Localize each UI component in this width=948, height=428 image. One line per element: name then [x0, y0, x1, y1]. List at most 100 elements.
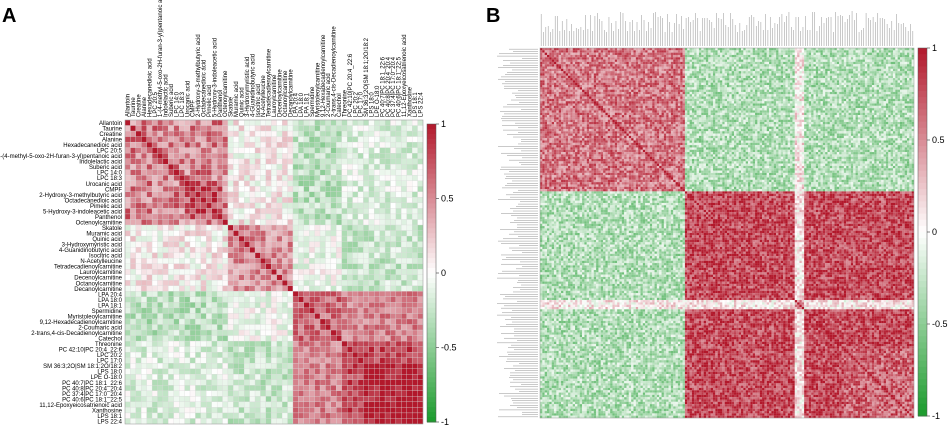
panel-b-heatmap-cell [596, 50, 599, 53]
panel-b-heatmap-cell [832, 66, 835, 69]
panel-b-heatmap-cell [614, 57, 618, 60]
panel-a-heatmap-cell [363, 346, 369, 353]
panel-b-heatmap-cell [596, 52, 599, 55]
panel-b-heatmap-cell [675, 61, 678, 65]
panel-a-heatmap-cell [162, 258, 169, 264]
panel-a-heatmap-cell [352, 141, 359, 148]
panel-a-heatmap-cell [368, 285, 375, 292]
panel-a-heatmap-cell [168, 153, 174, 159]
panel-a-heatmap-cell [260, 307, 266, 314]
panel-a-heatmap-cell [401, 175, 407, 181]
panel-a-heatmap-cell [184, 363, 191, 369]
panel-b-heatmap-cell [773, 48, 777, 51]
panel-a-heatmap-cell [325, 235, 332, 242]
panel-a-heatmap-cell [124, 164, 131, 170]
panel-a-heatmap-cell [282, 335, 288, 342]
panel-a-heatmap-cell [265, 175, 272, 181]
panel-a-heatmap-cell [384, 263, 391, 270]
panel-a-heatmap-cell [417, 407, 424, 414]
panel-a-heatmap-cell [157, 169, 164, 176]
panel-a-heatmap-cell [336, 396, 342, 403]
panel-a-heatmap-cell [395, 390, 402, 397]
panel-a-heatmap-cell [227, 258, 234, 264]
panel-a-heatmap-cell [347, 390, 353, 397]
panel-a-heatmap-cell [352, 208, 359, 215]
panel-a-heatmap-cell [368, 258, 375, 264]
panel-a-heatmap-cell [374, 130, 380, 137]
panel-a-heatmap-cell [347, 213, 353, 220]
panel-a-heatmap-cell [336, 291, 342, 298]
panel-b-heatmap-cell [771, 54, 774, 58]
panel-a-heatmap-cell [417, 247, 424, 253]
panel-a-heatmap-cell [206, 401, 212, 408]
panel-b-heatmap-cell [596, 66, 599, 69]
panel-a-heatmap-cell [216, 363, 223, 369]
panel-a-heatmap-cell [227, 169, 234, 176]
panel-a-heatmap-cell [384, 313, 391, 320]
panel-a-heatmap-cell [238, 374, 245, 380]
panel-a-heatmap-cell [417, 230, 424, 237]
panel-a-colorbar-segment [427, 332, 436, 339]
panel-b-heatmap-cell [584, 59, 587, 62]
panel-a-heatmap-cell [211, 202, 218, 209]
panel-a-heatmap-cell [319, 219, 326, 226]
panel-a-heatmap-cell [157, 202, 164, 209]
panel-a-heatmap-cell [309, 368, 315, 375]
panel-a-heatmap-cell [141, 396, 147, 403]
panel-a-heatmap-cell [130, 235, 136, 242]
panel-b-heatmap-cell [762, 64, 765, 67]
panel-a-colorbar-segment [427, 178, 436, 185]
panel-b-heatmap-cell [640, 66, 643, 69]
panel-b-heatmap-cell [642, 54, 646, 58]
panel-a-heatmap-cell [282, 401, 288, 408]
panel-b-heatmap-cell [652, 59, 655, 62]
panel-b-heatmap-cell [621, 59, 625, 62]
panel-a-heatmap-cell [287, 219, 294, 226]
panel-b-heatmap-cell [801, 50, 805, 53]
panel-a-heatmap-cell [379, 169, 386, 176]
panel-a-heatmap-cell [287, 396, 294, 403]
panel-a-heatmap-cell [130, 119, 136, 126]
panel-a-heatmap-cell [282, 412, 288, 419]
panel-a-heatmap-cell [319, 296, 326, 303]
panel-a-heatmap-cell [179, 379, 185, 386]
panel-a-heatmap-cell [157, 390, 164, 397]
panel-a-heatmap-cell [265, 363, 272, 369]
panel-a-heatmap-cell [162, 280, 169, 286]
panel-a-heatmap-cell [135, 329, 142, 336]
panel-b-heatmap-cell [596, 59, 599, 62]
panel-b-heatmap-cell [605, 59, 608, 62]
panel-b-heatmap-cell [540, 66, 543, 69]
panel-a-heatmap-cell [347, 407, 353, 414]
panel-a-heatmap-cell [233, 158, 239, 165]
panel-a-heatmap-cell [390, 407, 397, 414]
panel-a-heatmap-cell [282, 158, 288, 165]
panel-b-heatmap-cell [717, 57, 721, 60]
panel-b-heatmap-cell [731, 61, 735, 65]
panel-a-heatmap-cell [298, 125, 304, 132]
panel-a-heatmap-cell [130, 412, 136, 419]
panel-a-heatmap-cell [271, 252, 277, 259]
panel-a-heatmap-cell [173, 235, 180, 242]
panel-a-heatmap-cell [195, 235, 201, 242]
panel-a-heatmap-cell [179, 357, 185, 364]
panel-a-heatmap-cell [298, 153, 304, 159]
panel-a-column-label: Quinic acid [239, 87, 245, 117]
panel-a-heatmap-cell [254, 197, 261, 204]
panel-b-heatmap-cell [794, 52, 798, 55]
panel-b-heatmap-cell [853, 54, 856, 58]
panel-a-heatmap-cell [347, 335, 353, 342]
panel-a-heatmap-cell [384, 169, 391, 176]
panel-a-heatmap-cell [135, 318, 142, 325]
panel-a-label: A [2, 5, 16, 27]
panel-a-heatmap-cell [206, 390, 212, 397]
panel-b-heatmap-cell [862, 48, 865, 51]
panel-a-heatmap-cell [254, 241, 261, 248]
panel-b-heatmap-cell [701, 61, 704, 65]
panel-a-heatmap-cell [146, 335, 153, 342]
panel-a-heatmap-cell [406, 357, 413, 364]
panel-a-heatmap-cell [265, 374, 272, 380]
panel-a-heatmap-cell [395, 285, 402, 292]
panel-a-heatmap-cell [406, 219, 413, 226]
panel-a-heatmap-cell [189, 340, 196, 347]
